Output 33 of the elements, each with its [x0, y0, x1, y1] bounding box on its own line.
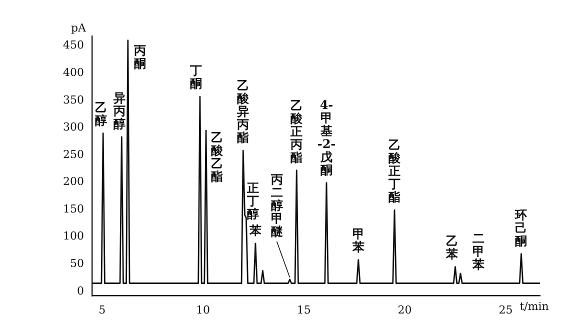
annotation: 正丁醇 [246, 180, 260, 221]
y-tick-label: 300 [62, 120, 84, 134]
annotation: 丁酮 [188, 64, 202, 91]
annotation: 乙酸乙酯 [211, 130, 224, 184]
x-tick-label: 20 [398, 303, 412, 316]
annotation: 丙酮 [132, 43, 146, 70]
annotation: 乙酸正丁酯 [388, 138, 402, 204]
y-tick-label: 200 [62, 175, 84, 188]
annotation: 二甲苯 [471, 232, 486, 272]
y-tick-label: 150 [62, 202, 84, 216]
annotation: 乙酸异丙酯 [236, 78, 250, 145]
annotation: 苯 [248, 224, 262, 238]
x-tick-label: 5 [98, 303, 106, 316]
annotation: 乙酸正丙酯 [290, 98, 304, 164]
y-tick-label: 0 [76, 284, 84, 298]
x-tick-label: 15 [296, 303, 311, 316]
annotation: 丙二醇甲醚 [270, 172, 284, 239]
y-tick-label: 250 [62, 148, 84, 161]
annotation: 环己酮 [514, 208, 528, 248]
y-tick-label: 400 [62, 66, 84, 79]
annotation: 乙醇 [95, 100, 108, 128]
y-tick-label: 100 [62, 230, 84, 243]
annotation: 甲苯 [351, 226, 366, 254]
annotation: 乙苯 [445, 234, 460, 261]
y-axis-title: pA [70, 21, 88, 34]
annotation: 4-甲基-2-戊酮 [317, 98, 336, 177]
y-tick-label: 350 [62, 93, 84, 106]
annotation: 异丙醇 [112, 91, 126, 132]
y-tick-label: 50 [70, 257, 84, 270]
x-tick-label: 10 [196, 303, 210, 316]
y-tick-label: 450 [62, 38, 84, 52]
x-tick-label: 25 [498, 303, 513, 316]
x-axis-title: t/min [520, 300, 549, 314]
